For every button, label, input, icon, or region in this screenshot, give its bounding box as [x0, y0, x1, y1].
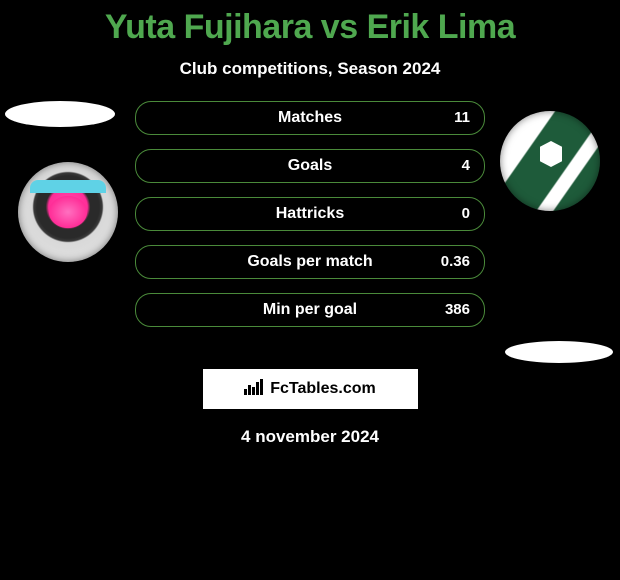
- stats-bars: Matches 11 Goals 4 Hattricks 0 Goals per…: [135, 101, 485, 341]
- stat-right-value: 0: [462, 198, 470, 230]
- player-left-photo-placeholder: [5, 101, 115, 127]
- player-right-col: [490, 101, 620, 363]
- stat-right-value: 11: [454, 102, 470, 134]
- stat-label: Matches: [136, 102, 484, 134]
- stat-row-hattricks: Hattricks 0: [135, 197, 485, 231]
- credit-text: FcTables.com: [270, 380, 376, 398]
- player-left-col: [0, 101, 130, 262]
- stat-right-value: 0.36: [441, 246, 470, 278]
- stat-right-value: 4: [462, 150, 470, 182]
- stat-label: Hattricks: [136, 198, 484, 230]
- stat-label: Goals: [136, 150, 484, 182]
- stat-right-value: 386: [445, 294, 470, 326]
- comparison-body: Matches 11 Goals 4 Hattricks 0 Goals per…: [0, 109, 620, 349]
- stat-label: Min per goal: [136, 294, 484, 326]
- player-right-photo-placeholder: [505, 341, 613, 363]
- stat-row-matches: Matches 11: [135, 101, 485, 135]
- stat-row-goals-per-match: Goals per match 0.36: [135, 245, 485, 279]
- player-right-club-badge: [500, 111, 600, 211]
- subtitle: Club competitions, Season 2024: [0, 59, 620, 79]
- stat-row-goals: Goals 4: [135, 149, 485, 183]
- credit-box[interactable]: FcTables.com: [203, 369, 418, 409]
- chart-icon: [244, 379, 264, 400]
- stat-label: Goals per match: [136, 246, 484, 278]
- player-left-club-badge: [18, 162, 118, 262]
- page-title: Yuta Fujihara vs Erik Lima: [0, 0, 620, 47]
- stat-row-min-per-goal: Min per goal 386: [135, 293, 485, 327]
- date-text: 4 november 2024: [0, 427, 620, 447]
